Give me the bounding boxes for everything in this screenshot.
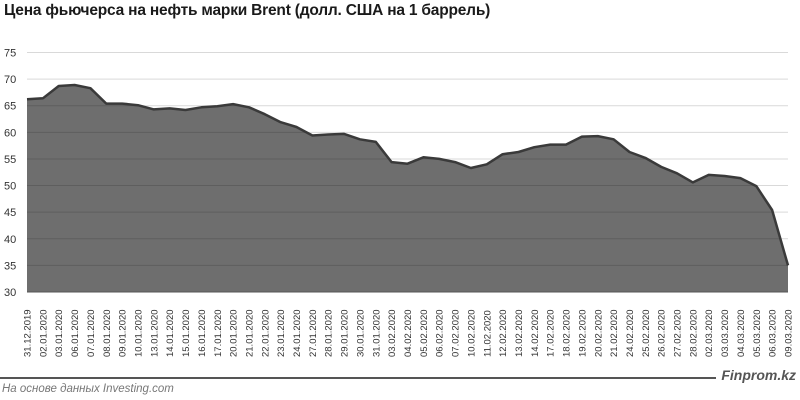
x-tick-label: 24.01.2020: [292, 309, 303, 357]
x-tick-label: 21.02.2020: [609, 309, 620, 357]
x-tick-label: 23.01.2020: [276, 309, 287, 357]
x-tick-label: 13.01.2020: [149, 309, 160, 357]
x-tick-label: 06.01.2020: [70, 309, 81, 357]
x-tick-label: 28.01.2020: [324, 309, 335, 357]
x-axis: 31.12.2019 02.01.2020 03.01.2020 06.01.2020…: [23, 309, 795, 357]
x-tick-label: 08.01.2020: [102, 309, 113, 357]
y-tick-label: 75: [4, 48, 16, 60]
x-tick-label: 03.03.2020: [720, 309, 731, 357]
brand-label: Finprom.kz: [721, 367, 796, 383]
x-tick-label: 10.02.2020: [466, 309, 477, 357]
x-tick-label: 16.01.2020: [197, 309, 208, 357]
x-tick-label: 26.02.2020: [657, 309, 668, 357]
x-tick-label: 05.02.2020: [419, 309, 430, 357]
x-tick-label: 04.02.2020: [403, 309, 414, 357]
y-tick-label: 70: [4, 74, 16, 86]
x-tick-label: 11.02.2020: [482, 310, 493, 357]
x-tick-label: 24.02.2020: [625, 309, 636, 357]
x-tick-label: 04.03.2020: [736, 309, 747, 357]
x-tick-label: 06.03.2020: [768, 309, 779, 357]
x-tick-label: 07.01.2020: [86, 309, 97, 357]
x-tick-label: 20.01.2020: [229, 309, 240, 357]
y-tick-label: 35: [4, 260, 16, 272]
x-tick-label: 12.02.2020: [498, 309, 509, 357]
x-tick-label: 05.03.2020: [752, 309, 763, 357]
x-tick-label: 20.02.2020: [593, 309, 604, 357]
x-tick-label: 31.01.2020: [371, 309, 382, 357]
y-tick-label: 50: [4, 181, 16, 193]
x-tick-label: 28.02.2020: [688, 309, 699, 357]
footer-divider: [0, 377, 716, 379]
x-tick-label: 17.02.2020: [546, 309, 557, 357]
price-line: [26, 83, 790, 266]
price-area: [27, 85, 788, 292]
x-tick-label: 14.01.2020: [165, 309, 176, 357]
x-tick-label: 09.01.2020: [118, 309, 129, 357]
x-tick-label: 18.02.2020: [562, 309, 573, 357]
y-tick-label: 45: [4, 207, 16, 219]
x-tick-label: 02.03.2020: [704, 309, 715, 357]
x-tick-label: 03.02.2020: [387, 309, 398, 357]
x-tick-label: 10.01.2020: [133, 309, 144, 357]
x-tick-label: 14.02.2020: [530, 309, 541, 357]
y-tick-label: 40: [4, 234, 16, 246]
x-tick-label: 21.01.2020: [244, 309, 255, 357]
x-tick-label: 19.02.2020: [577, 309, 588, 357]
x-tick-label: 03.01.2020: [54, 309, 65, 357]
x-tick-label: 13.02.2020: [514, 309, 525, 357]
x-tick-label: 17.01.2020: [213, 309, 224, 357]
x-tick-label: 02.01.2020: [38, 309, 49, 357]
y-tick-label: 60: [4, 127, 16, 139]
y-tick-label: 65: [4, 101, 16, 113]
source-note: На основе данных Investing.com: [2, 383, 174, 395]
area-chart: 30 35 40 45 50 55 60 65 70 75 31.12.2019 02.01.202…: [4, 48, 795, 358]
x-tick-label: 07.02.2020: [451, 309, 462, 357]
y-tick-label: 30: [4, 287, 16, 299]
x-tick-label: 29.01.2020: [340, 309, 351, 357]
x-tick-label: 06.02.2020: [435, 309, 446, 357]
x-tick-label: 27.02.2020: [673, 309, 684, 357]
x-tick-label: 09.03.2020: [784, 309, 795, 357]
x-tick-label: 22.01.2020: [260, 309, 271, 357]
y-tick-label: 55: [4, 154, 16, 166]
x-tick-label: 31.12.2019: [23, 309, 34, 357]
y-axis: 30 35 40 45 50 55 60 65 70 75: [4, 48, 16, 300]
x-tick-label: 27.01.2020: [308, 309, 319, 357]
chart-title: Цена фьючерса на нефть марки Brent (долл…: [4, 2, 491, 19]
x-tick-label: 15.01.2020: [181, 309, 192, 357]
x-tick-label: 25.02.2020: [641, 309, 652, 357]
x-tick-label: 30.01.2020: [355, 309, 366, 357]
